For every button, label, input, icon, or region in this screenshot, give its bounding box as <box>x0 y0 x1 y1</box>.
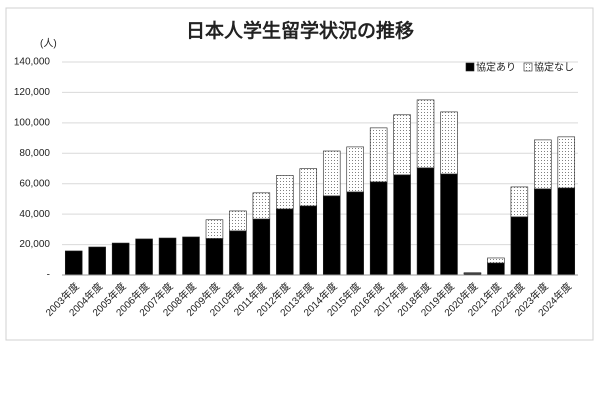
bar-segment <box>276 208 294 276</box>
y-tick-label: 80,000 <box>19 148 50 159</box>
bar-segment <box>393 174 411 276</box>
bar-segment <box>229 230 247 276</box>
bar-segment <box>510 186 529 218</box>
bar-segment <box>393 114 411 176</box>
y-tick-label: 140,000 <box>14 57 51 68</box>
bar-segment <box>111 242 130 276</box>
legend-swatch <box>523 62 533 72</box>
y-tick-label: 100,000 <box>14 117 51 128</box>
bar-segment <box>557 136 576 189</box>
chart-title: 日本人学生留学状況の推移 <box>186 19 414 42</box>
bar-segment <box>229 210 247 232</box>
bar-segment <box>369 127 388 183</box>
bar-segment <box>182 236 200 276</box>
bar-segment <box>463 272 482 274</box>
bar-segment <box>135 238 153 276</box>
bar-segment <box>557 187 576 276</box>
bar-segment <box>416 99 435 169</box>
bar-segment <box>346 191 364 276</box>
chart-frame <box>5 7 594 341</box>
bar-segment <box>487 262 505 276</box>
bar-segment <box>252 218 271 276</box>
bar-segment <box>64 250 83 276</box>
bar-segment <box>322 150 341 197</box>
legend-swatch <box>465 62 475 72</box>
legend-label: 協定あり <box>476 61 516 74</box>
bar-segment <box>534 188 552 276</box>
bar-segment <box>322 195 341 276</box>
y-axis-label: (人) <box>40 38 57 50</box>
y-tick-label: 40,000 <box>19 209 50 220</box>
bar-segment <box>416 167 435 276</box>
bar-segment <box>252 192 271 220</box>
bar-segment <box>534 139 552 190</box>
bar-segment <box>205 238 224 276</box>
bar-segment <box>88 246 106 276</box>
y-tick-label: 120,000 <box>14 87 51 98</box>
legend-label: 協定なし <box>534 61 574 74</box>
y-tick-label: 20,000 <box>19 239 50 250</box>
bar-segment <box>205 219 224 239</box>
bar-segment <box>158 237 177 276</box>
bar-segment <box>346 146 364 193</box>
y-tick-label: - <box>47 270 50 281</box>
bar-segment <box>299 168 318 207</box>
bar-segment <box>487 257 505 264</box>
bar-segment <box>510 216 529 276</box>
bar-segment <box>440 111 458 175</box>
bar-segment <box>299 205 318 276</box>
bar-segment <box>440 173 458 276</box>
bar-segment <box>369 181 388 276</box>
bar-segment <box>276 175 294 210</box>
y-tick-label: 60,000 <box>19 178 50 189</box>
